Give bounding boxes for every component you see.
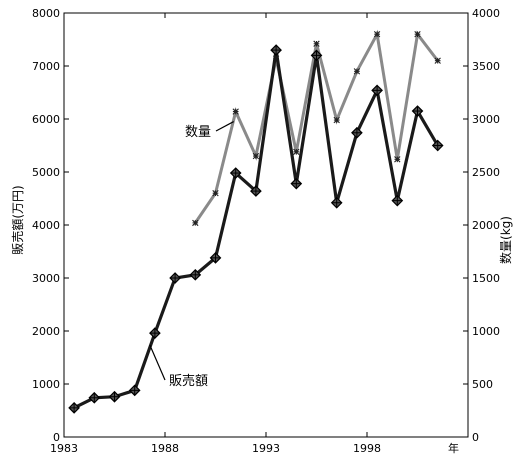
- x-axis: 1983 1988 1993 1998: [50, 13, 381, 455]
- annotation-leader: [215, 121, 234, 132]
- x-tick-label: 1998: [353, 442, 381, 455]
- right-tick-label: 2000: [472, 219, 500, 232]
- left-tick-label: 1000: [32, 378, 60, 391]
- right-tick-label: 2500: [472, 166, 500, 179]
- x-tick-label: 1988: [151, 442, 179, 455]
- plot-border: [63, 12, 469, 438]
- left-tick-label: 8000: [32, 7, 60, 20]
- right-tick-label: 500: [472, 378, 493, 391]
- right-tick-label: 3000: [472, 113, 500, 126]
- right-tick-label: 1500: [472, 272, 500, 285]
- right-tick-label: 0: [472, 431, 479, 444]
- data-point-star: [373, 31, 381, 38]
- series-layer: [68, 29, 444, 414]
- left-tick-label: 7000: [32, 60, 60, 73]
- data-point-star: [333, 116, 340, 124]
- series-right: [192, 29, 441, 227]
- data-point-star: [353, 68, 361, 75]
- left-tick-label: 3000: [32, 272, 60, 285]
- left-tick-label: 0: [53, 431, 60, 444]
- data-point-star: [192, 219, 199, 227]
- data-point-star: [414, 31, 421, 38]
- x-tick-label: 1983: [50, 442, 78, 455]
- data-point-star: [232, 108, 239, 115]
- right-tick-label: 4000: [472, 7, 500, 20]
- data-point-star: [313, 40, 320, 47]
- left-tick-label: 6000: [32, 113, 60, 126]
- series-left: [68, 44, 444, 414]
- series-annotation-label: 数量: [185, 125, 211, 140]
- left-y-axis: 0 1000 2000 3000 4000 5000 6000 7000 8000: [32, 7, 69, 444]
- left-tick-label: 5000: [32, 166, 60, 179]
- data-point-star: [434, 57, 441, 64]
- data-point-star: [212, 190, 219, 197]
- right-axis-title: 数量(kg): [498, 216, 513, 264]
- data-point-star: [252, 152, 260, 160]
- right-y-axis: 0 500 1000 1500 2000 2500 3000 3500 4000: [463, 7, 500, 444]
- series-annotation-label: 販売額: [169, 373, 208, 389]
- x-tick-label: 1993: [252, 442, 280, 455]
- left-axis-title: 販売額(万円): [10, 185, 25, 254]
- plot-frame: [63, 12, 469, 438]
- left-tick-label: 4000: [32, 219, 60, 232]
- x-axis-unit-label: 年: [448, 441, 459, 455]
- data-point-star: [293, 148, 300, 156]
- right-tick-label: 1000: [472, 325, 500, 338]
- data-point-star: [394, 156, 401, 163]
- series-line: [73, 49, 440, 410]
- left-tick-label: 2000: [32, 325, 60, 338]
- annotation-leader: [149, 344, 166, 381]
- right-tick-label: 3500: [472, 60, 500, 73]
